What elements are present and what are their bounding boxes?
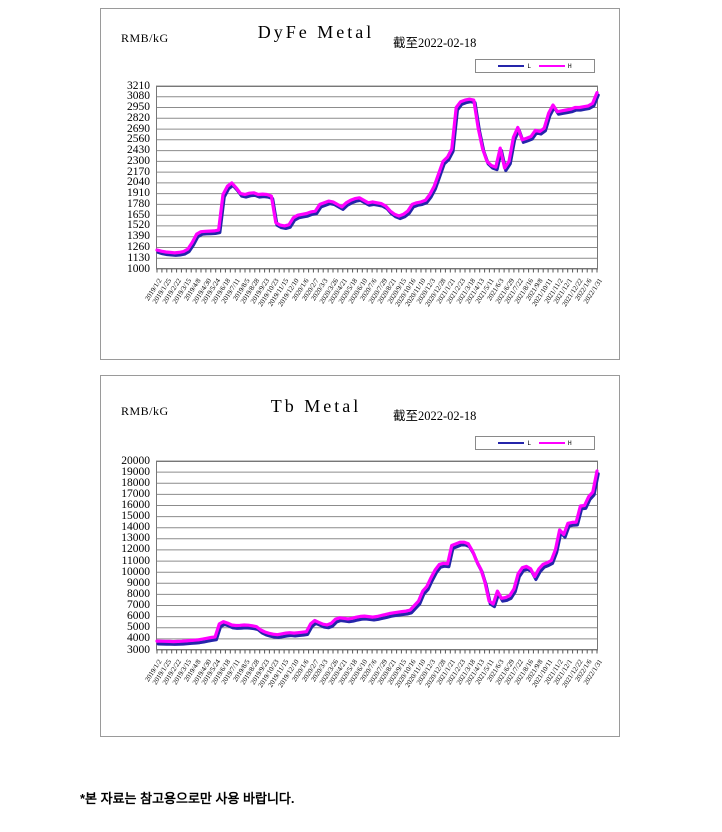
- y-tick-label: 2560: [127, 133, 150, 146]
- asof-date-label: 截至2022-02-18: [393, 36, 477, 50]
- y-tick-label: 7000: [127, 599, 150, 611]
- y-tick-label: 2170: [127, 165, 150, 178]
- y-tick-label: 3080: [127, 90, 150, 103]
- legend-item-h: H: [539, 63, 572, 70]
- y-tick-label: 1260: [127, 241, 150, 253]
- y-tick-label: 6000: [127, 610, 150, 623]
- y-tick-label: 20000: [121, 454, 150, 467]
- chart-title: DyFe Metal: [257, 22, 375, 42]
- legend-line-l-icon: [498, 442, 525, 444]
- y-tick-label: 9000: [127, 576, 150, 589]
- y-tick-label: 15000: [121, 510, 150, 523]
- legend-line-l-icon: [498, 65, 525, 67]
- line-chart-svg: [155, 460, 600, 654]
- y-tick-label: 4000: [127, 632, 150, 645]
- y-axis-unit-label: RMB/kG: [121, 31, 169, 45]
- plot-area: [155, 460, 600, 654]
- y-tick-label: 1780: [127, 197, 150, 210]
- y-tick-label: 2950: [127, 101, 150, 113]
- chart-panel-tb: RMB/kG Tb Metal 截至2022-02-18 L H 20000 19…: [100, 375, 620, 737]
- y-tick-label: 2430: [127, 144, 150, 157]
- y-tick-label: 1520: [127, 219, 150, 232]
- asof-date-label: 截至2022-02-18: [393, 409, 477, 423]
- y-tick-label: 2820: [127, 111, 150, 124]
- legend-item-l: L: [498, 440, 531, 447]
- y-tick-label: 2040: [127, 176, 150, 189]
- legend-box: L H: [475, 59, 595, 73]
- series-line-h: [155, 90, 599, 255]
- y-axis-tick-labels: 20000 19000 18000 17000 16000 15000 14000 13000…: [101, 455, 153, 656]
- y-tick-label: 1650: [127, 208, 150, 221]
- y-tick-label: 16000: [121, 499, 150, 511]
- legend-label-h: H: [568, 62, 572, 70]
- y-tick-label: 13000: [121, 532, 150, 545]
- legend-label-l: L: [527, 62, 531, 70]
- y-tick-label: 10000: [121, 565, 150, 578]
- y-tick-label: 11000: [121, 554, 150, 567]
- y-tick-label: 3000: [127, 643, 150, 656]
- line-chart-svg: [155, 85, 600, 273]
- series-line-h: [155, 469, 599, 644]
- chart-panel-dyfe: RMB/kG DyFe Metal 截至2022-02-18 L H 3210 3…: [100, 8, 620, 360]
- legend-label-h: H: [568, 439, 572, 447]
- disclaimer-note: *본 자료는 참고용으로만 사용 바랍니다.: [80, 791, 295, 806]
- y-tick-label: 5000: [127, 621, 150, 634]
- y-tick-label: 8000: [127, 587, 150, 600]
- legend-line-h-icon: [539, 65, 565, 67]
- x-axis-tick-labels: 2019/1/2 2019/1/25 2019/2/22 2019/3/15 2019/…: [143, 653, 603, 738]
- y-tick-label: 12000: [121, 543, 150, 556]
- y-axis-unit-label: RMB/kG: [121, 404, 169, 418]
- legend-item-l: L: [498, 63, 531, 70]
- y-tick-label: 17000: [121, 487, 150, 500]
- plot-border: [156, 461, 598, 650]
- y-tick-label: 19000: [121, 465, 150, 478]
- y-tick-label: 1910: [127, 187, 150, 200]
- legend-label-l: L: [527, 439, 531, 447]
- y-tick-label: 1390: [127, 230, 150, 243]
- legend-box: L H: [475, 436, 595, 450]
- y-tick-label: 14000: [121, 521, 150, 534]
- legend-item-h: H: [539, 440, 572, 447]
- y-axis-tick-labels: 3210 3080 2950 2820 2690 2560 2430 2300 2170 2040…: [101, 80, 153, 275]
- y-tick-label: 1130: [127, 251, 150, 264]
- plot-border: [156, 86, 598, 269]
- y-tick-label: 1000: [127, 262, 150, 275]
- series-line-l: [156, 472, 600, 646]
- chart-title: Tb Metal: [270, 396, 362, 416]
- y-tick-label: 3210: [127, 79, 150, 92]
- plot-area: [155, 85, 600, 273]
- y-tick-label: 18000: [121, 476, 150, 489]
- x-axis-tick-labels: 2019/1/2 2019/1/25 2019/2/22 2019/3/15 2019/…: [143, 272, 603, 357]
- y-tick-label: 2300: [127, 154, 150, 167]
- y-tick-label: 2690: [127, 122, 150, 135]
- series-line-l: [156, 93, 600, 257]
- legend-line-h-icon: [539, 442, 565, 444]
